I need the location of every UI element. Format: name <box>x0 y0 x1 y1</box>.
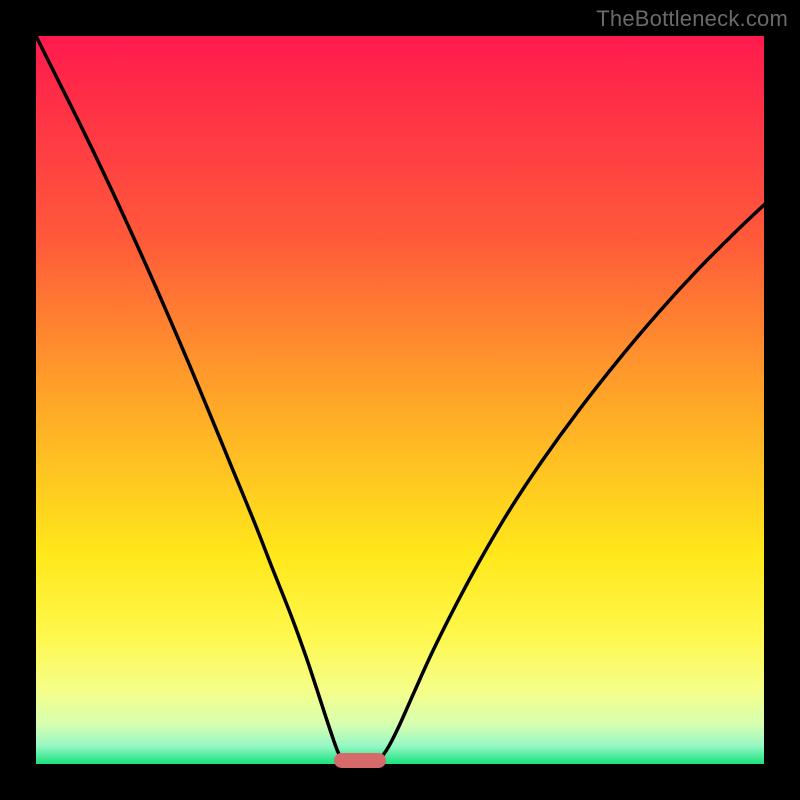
bottleneck-chart <box>36 36 764 764</box>
bottleneck-curves <box>36 36 764 764</box>
optimal-zone-marker <box>334 753 386 768</box>
watermark-text: TheBottleneck.com <box>596 6 788 32</box>
